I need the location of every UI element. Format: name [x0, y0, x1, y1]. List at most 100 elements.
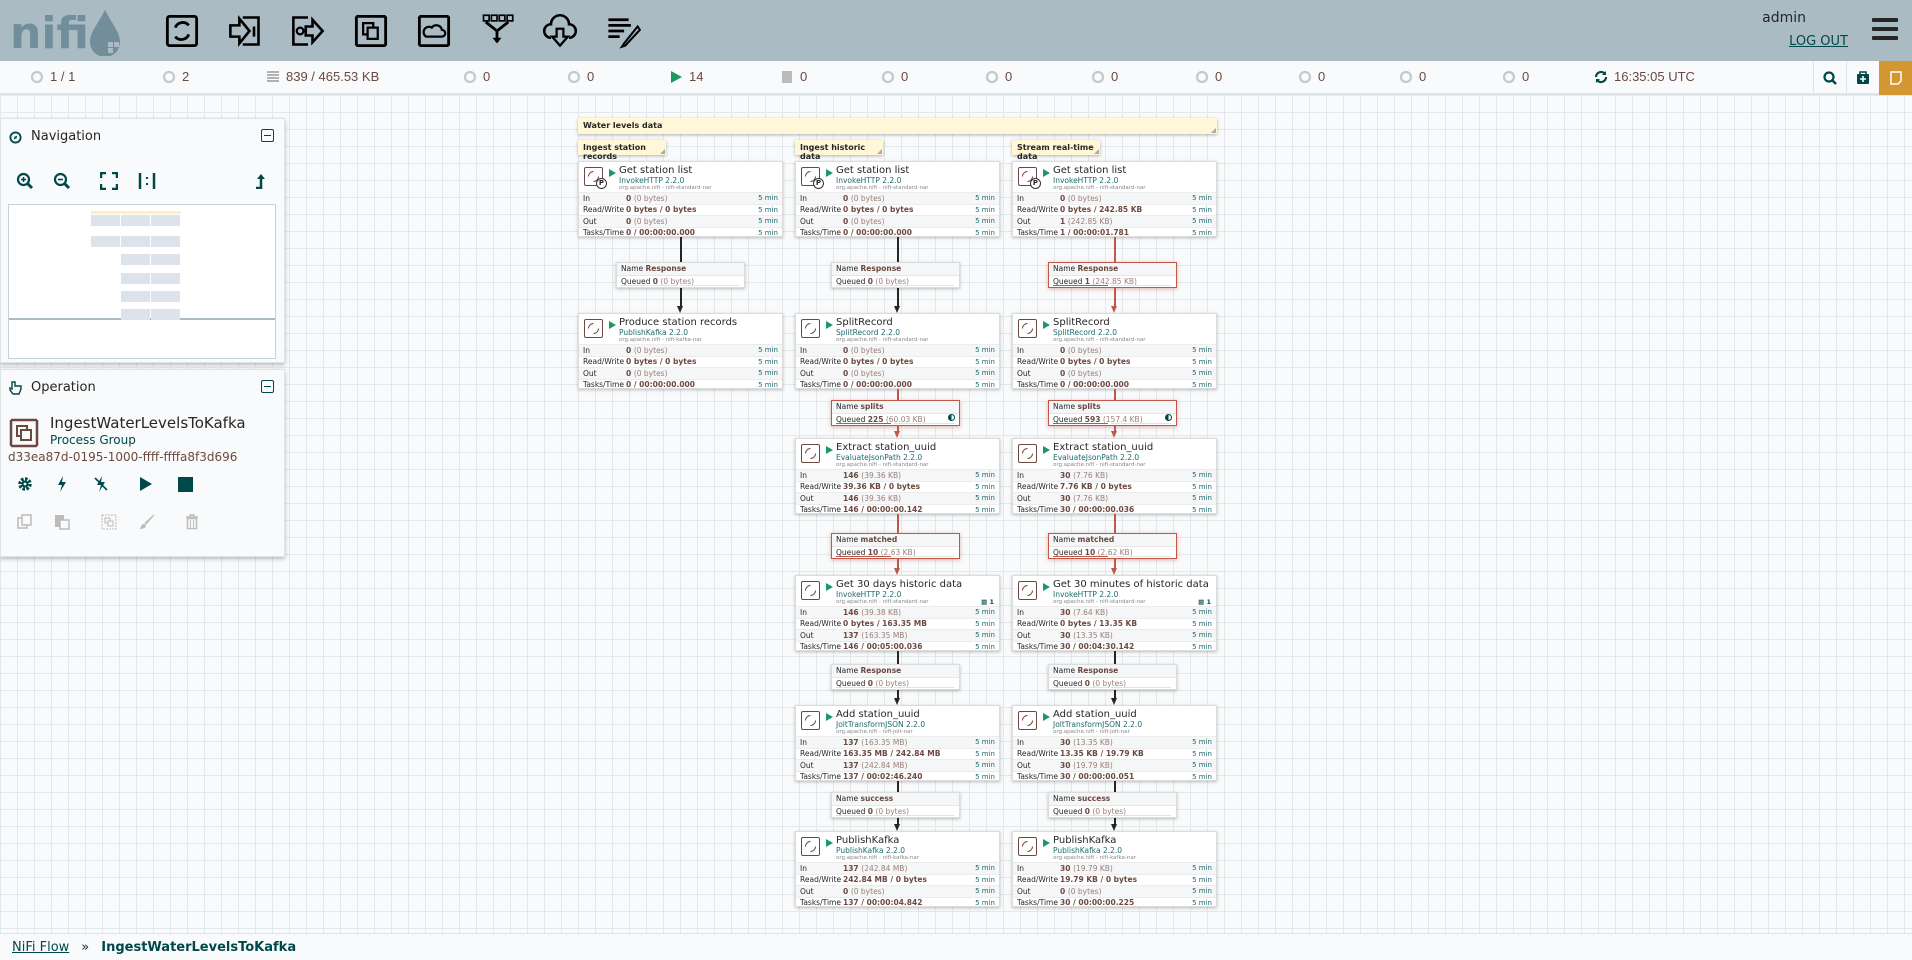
- connection-line[interactable]: [897, 818, 899, 825]
- connection-line[interactable]: [897, 288, 899, 307]
- group-button[interactable]: [98, 511, 120, 533]
- connection-arrow-icon: [1111, 824, 1118, 831]
- stat-count: 242.84 MB / 0 bytes: [843, 875, 927, 885]
- connection-line[interactable]: [897, 559, 899, 569]
- status-running: 14: [669, 69, 703, 84]
- processor[interactable]: Produce station records PublishKafka 2.2.…: [578, 313, 783, 389]
- connection-line[interactable]: [1114, 781, 1116, 792]
- processor[interactable]: Get 30 minutes of historic data InvokeHTT…: [1012, 575, 1217, 651]
- connection-line[interactable]: [1114, 651, 1116, 664]
- connection-line[interactable]: [1114, 514, 1116, 533]
- canvas-label[interactable]: Ingest historic data: [795, 140, 883, 161]
- processor[interactable]: SplitRecord SplitRecord 2.2.0 org.apache.n…: [1012, 313, 1217, 389]
- delete-button[interactable]: [181, 511, 203, 533]
- connection-name-row: Name Response: [1049, 665, 1176, 678]
- connection-line[interactable]: [897, 781, 899, 792]
- canvas-label[interactable]: Water levels data: [578, 118, 1217, 134]
- configure-button[interactable]: [14, 473, 36, 495]
- copy-button[interactable]: [14, 511, 36, 533]
- connection-label[interactable]: Name Response Queued 0 (0 bytes): [1048, 664, 1177, 690]
- canvas-label[interactable]: Stream real-time data: [1012, 140, 1100, 161]
- connection-label[interactable]: Name Response Queued 0 (0 bytes): [831, 262, 960, 288]
- processor[interactable]: PublishKafka PublishKafka 2.2.0 org.apache…: [795, 831, 1000, 907]
- breadcrumb-root-link[interactable]: NiFi Flow: [12, 940, 70, 955]
- connection-line[interactable]: [1114, 426, 1116, 432]
- stat-size: (19.79 KB): [1073, 863, 1113, 873]
- connection-label[interactable]: Name Response Queued 0 (0 bytes): [831, 664, 960, 690]
- processor[interactable]: Extract station_uuid EvaluateJsonPath 2.2…: [795, 438, 1000, 514]
- compass-icon: [9, 131, 22, 144]
- processor[interactable]: Get 30 days historic data InvokeHTTP 2.2.…: [795, 575, 1000, 651]
- connection-line[interactable]: [1114, 288, 1116, 307]
- search-button[interactable]: [1813, 61, 1846, 95]
- leave-group-button[interactable]: [249, 170, 271, 192]
- toolbar-output-port-button[interactable]: [288, 12, 328, 50]
- stat-window: 5 min: [1192, 887, 1212, 896]
- canvas-label[interactable]: Ingest station records: [578, 140, 666, 161]
- connection-line[interactable]: [897, 651, 899, 664]
- global-menu-button[interactable]: [1872, 18, 1898, 42]
- stop-button[interactable]: [174, 473, 196, 495]
- toolbar-input-port-button[interactable]: [225, 12, 265, 50]
- connection-line[interactable]: [1114, 389, 1116, 400]
- stat-count: 30: [1060, 470, 1071, 480]
- start-button[interactable]: [135, 473, 157, 495]
- collapse-operation-button[interactable]: [261, 380, 274, 393]
- connection-label[interactable]: Name Response Queued 1 (242.85 KB): [1048, 262, 1177, 288]
- connection-line[interactable]: [680, 237, 682, 262]
- processor[interactable]: P Get station list InvokeHTTP 2.2.0 org.apa…: [578, 161, 783, 237]
- enable-button[interactable]: [51, 473, 73, 495]
- stat-count: 19.79 KB / 0 bytes: [1060, 875, 1138, 885]
- processor[interactable]: P Get station list InvokeHTTP 2.2.0 org.apa…: [795, 161, 1000, 237]
- connection-line[interactable]: [897, 426, 899, 432]
- change-color-button[interactable]: [136, 511, 158, 533]
- notes-button[interactable]: [1879, 61, 1912, 95]
- connection-line[interactable]: [680, 288, 682, 307]
- processor[interactable]: Extract station_uuid EvaluateJsonPath 2.2…: [1012, 438, 1217, 514]
- toolbar-process-group-button[interactable]: [351, 12, 391, 50]
- actual-size-button[interactable]: [136, 170, 158, 192]
- processor-icon: [801, 444, 820, 463]
- birdseye-view[interactable]: [8, 204, 276, 359]
- connection-line[interactable]: [897, 389, 899, 400]
- connection-line[interactable]: [897, 237, 899, 262]
- connection-line[interactable]: [1114, 690, 1116, 699]
- stat-count: 0: [626, 345, 632, 355]
- connection-label[interactable]: Name success Queued 0 (0 bytes): [1048, 792, 1177, 818]
- processor[interactable]: PublishKafka PublishKafka 2.2.0 org.apache…: [1012, 831, 1217, 907]
- connection-line[interactable]: [897, 514, 899, 533]
- toolbar-processor-button[interactable]: [162, 12, 202, 50]
- processor[interactable]: Add station_uuid JoltTransformJSON 2.2.0 o…: [795, 705, 1000, 781]
- flow-canvas[interactable]: Water levels data Ingest station records I…: [0, 95, 1912, 933]
- connection-label[interactable]: Name matched Queued 10 (2.63 KB): [831, 533, 960, 559]
- connection-label[interactable]: Name splits Queued 225 (60.03 KB): [831, 400, 960, 426]
- connection-line[interactable]: [897, 690, 899, 699]
- status-invalid: 0: [881, 69, 908, 84]
- toolbar-remote-process-group-button[interactable]: [414, 12, 454, 50]
- toolbar-funnel-button[interactable]: [477, 12, 517, 50]
- stat-label: Read/Write: [583, 357, 625, 367]
- connection-arrow-icon: [894, 698, 901, 705]
- stat-window: 5 min: [1192, 608, 1212, 617]
- connection-label[interactable]: Name success Queued 0 (0 bytes): [831, 792, 960, 818]
- status-value: 0: [1215, 69, 1223, 84]
- processor[interactable]: P Get station list InvokeHTTP 2.2.0 org.apa…: [1012, 161, 1217, 237]
- processor[interactable]: Add station_uuid JoltTransformJSON 2.2.0 o…: [1012, 705, 1217, 781]
- collapse-navigation-button[interactable]: [261, 129, 274, 142]
- connection-line[interactable]: [1114, 237, 1116, 262]
- connection-label[interactable]: Name Response Queued 0 (0 bytes): [616, 262, 745, 288]
- zoom-in-button[interactable]: [14, 170, 36, 192]
- toolbar-label-button[interactable]: [603, 12, 643, 50]
- logout-link[interactable]: LOG OUT: [1789, 34, 1848, 49]
- connection-line[interactable]: [1114, 818, 1116, 825]
- processor[interactable]: SplitRecord SplitRecord 2.2.0 org.apache.n…: [795, 313, 1000, 389]
- toolbar-template-button[interactable]: [540, 12, 580, 50]
- paste-button[interactable]: [51, 511, 73, 533]
- connection-label[interactable]: Name splits Queued 593 (157.4 KB): [1048, 400, 1177, 426]
- bulletin-board-button[interactable]: [1846, 61, 1879, 95]
- connection-label[interactable]: Name matched Queued 10 (2.62 KB): [1048, 533, 1177, 559]
- zoom-out-button[interactable]: [51, 170, 73, 192]
- connection-line[interactable]: [1114, 559, 1116, 569]
- fit-button[interactable]: [98, 170, 120, 192]
- disable-button[interactable]: [90, 473, 112, 495]
